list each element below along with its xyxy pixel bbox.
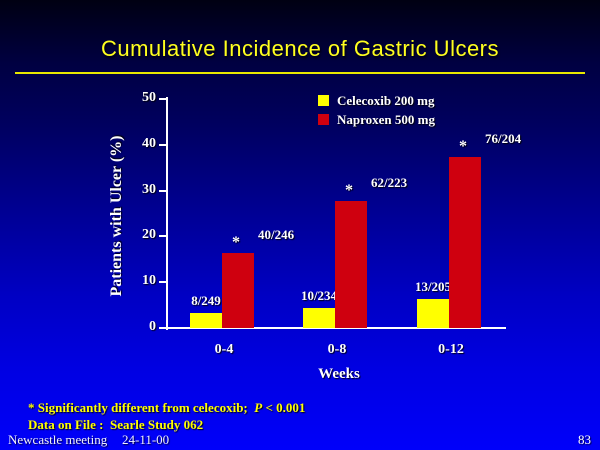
y-axis-line (166, 97, 168, 330)
celecoxib-fraction-label: 13/205 (414, 279, 452, 295)
y-tick-label: 50 (142, 90, 156, 105)
footnote-p-symbol: P (254, 400, 263, 415)
footer-date: 24-11-00 (122, 432, 170, 447)
bar-celecoxib-0-4 (190, 313, 222, 328)
naproxen-fraction-label: 62/223 (371, 174, 408, 190)
naproxen-fraction-label: 76/204 (485, 131, 522, 147)
naproxen-fraction-label: 40/246 (258, 227, 295, 243)
legend-label: Celecoxib 200 mg (337, 92, 435, 108)
legend-row: Naproxen 500 mg (318, 110, 435, 129)
legend-swatch-icon (318, 114, 329, 125)
y-tick-mark (159, 189, 167, 192)
x-category-label: 0-12 (438, 342, 464, 357)
significance-asterisk: * (345, 181, 353, 199)
data-on-file-footnote: Data on File : Searle Study 062 (28, 417, 204, 432)
footnote-prefix: * Significantly different from celecoxib… (28, 400, 255, 415)
bar-naproxen-0-8 (335, 200, 367, 328)
legend-label: Naproxen 500 mg (337, 111, 435, 127)
bar-naproxen-0-4 (222, 253, 254, 328)
legend-row: Celecoxib 200 mg (318, 91, 435, 110)
x-axis-line (166, 327, 506, 329)
significance-asterisk: * (232, 234, 240, 252)
x-category-label: 0-8 (327, 342, 347, 357)
significance-footnote: * Significantly different from celecoxib… (28, 400, 305, 416)
bar-naproxen-0-12 (449, 157, 481, 328)
chart-legend: Celecoxib 200 mg Naproxen 500 mg (318, 91, 435, 129)
y-tick-label: 0 (149, 319, 156, 334)
x-category-label: 0-4 (214, 342, 234, 357)
x-axis-title: Weeks (318, 366, 360, 382)
significance-asterisk: * (459, 138, 467, 156)
y-tick-label: 20 (142, 227, 156, 243)
slide-title: Cumulative Incidence of Gastric Ulcers (100, 36, 500, 61)
y-tick-mark (159, 98, 167, 100)
title-divider-line (15, 72, 585, 74)
y-tick-mark (159, 281, 167, 284)
y-tick-label: 10 (142, 273, 156, 289)
bar-celecoxib-0-8 (303, 308, 335, 328)
celecoxib-fraction-label: 10/234 (300, 288, 338, 304)
bar-celecoxib-0-12 (417, 299, 449, 328)
page-number: 83 (578, 432, 591, 447)
y-tick-label: 30 (142, 181, 156, 197)
celecoxib-fraction-label: 8/249 (191, 293, 221, 309)
y-tick-mark (159, 143, 167, 146)
footnote-suffix: < 0.001 (262, 400, 306, 415)
y-tick-mark (159, 235, 167, 238)
y-tick-label: 40 (142, 135, 156, 151)
y-tick-mark (159, 327, 167, 329)
footer-meeting-name: Newcastle meeting (8, 432, 108, 447)
legend-swatch-icon (318, 95, 329, 106)
